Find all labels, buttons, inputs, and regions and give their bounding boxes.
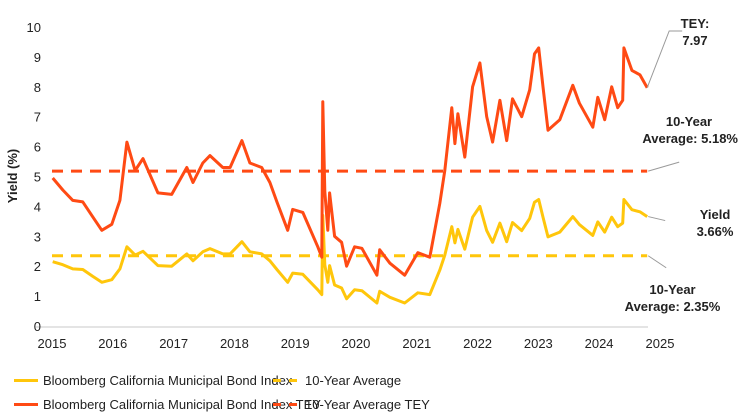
legend-label-average-tey: 10-Year Average TEY bbox=[305, 396, 430, 412]
annotation-tey-average-label: 10-Year bbox=[665, 114, 713, 129]
y-tick-label: 10 bbox=[27, 20, 41, 35]
annotation-tey: TEY: 7.97 bbox=[670, 15, 720, 49]
x-tick-label: 2024 bbox=[585, 336, 614, 351]
legend-swatch-average-tey bbox=[273, 402, 297, 406]
annotation-tey-label: TEY: bbox=[680, 16, 710, 31]
annotation-tey-average: 10-Year Average: 5.18% bbox=[620, 113, 738, 147]
y-tick-label: 6 bbox=[34, 140, 41, 155]
leader-line-tey bbox=[646, 30, 683, 88]
series-index-tey-line bbox=[51, 46, 649, 277]
series-index-line bbox=[52, 198, 649, 305]
y-tick-label: 9 bbox=[34, 50, 41, 65]
y-tick-label: 5 bbox=[34, 170, 41, 185]
y-tick-label: 7 bbox=[34, 110, 41, 125]
x-tick-label: 2021 bbox=[402, 336, 431, 351]
annotation-yield: Yield 3.66% bbox=[685, 206, 740, 240]
x-tick-label: 2019 bbox=[281, 336, 310, 351]
annotation-yield-average-value: Average: 2.35% bbox=[624, 299, 721, 314]
legend-label-average: 10-Year Average bbox=[305, 372, 402, 388]
y-tick-label: 1 bbox=[34, 289, 41, 304]
annotation-tey-average-value: Average: 5.18% bbox=[642, 131, 738, 146]
legend-item-index: Bloomberg California Municipal Bond Inde… bbox=[14, 372, 292, 388]
x-tick-label: 2016 bbox=[98, 336, 127, 351]
x-tick-label: 2025 bbox=[646, 336, 675, 351]
annotation-yield-average-label: 10-Year bbox=[649, 282, 696, 297]
x-tick-label: 2023 bbox=[524, 336, 553, 351]
y-tick-label: 2 bbox=[34, 259, 41, 274]
leader-line-yield-average bbox=[647, 255, 667, 269]
legend-swatch-index bbox=[14, 378, 38, 382]
legend-label-index: Bloomberg California Municipal Bond Inde… bbox=[43, 372, 293, 388]
x-tick-label: 2017 bbox=[159, 336, 188, 351]
legend-swatch-average bbox=[273, 378, 297, 382]
x-tick-label: 2018 bbox=[220, 336, 249, 351]
legend-item-index-tey: Bloomberg California Municipal Bond Inde… bbox=[14, 396, 321, 412]
y-axis-title: Yield (%) bbox=[5, 149, 20, 203]
y-tick-label: 3 bbox=[34, 229, 41, 244]
legend-item-average: 10-Year Average bbox=[273, 372, 401, 388]
legend-item-average-tey: 10-Year Average TEY bbox=[273, 396, 430, 412]
annotation-yield-average: 10-Year Average: 2.35% bbox=[610, 281, 735, 315]
x-tick-label: 2015 bbox=[38, 336, 67, 351]
y-tick-label: 0 bbox=[34, 319, 41, 334]
y-tick-label: 8 bbox=[34, 80, 41, 95]
annotation-tey-value: 7.97 bbox=[682, 33, 708, 48]
leader-line-tey-average bbox=[648, 161, 680, 172]
annotation-yield-label: Yield bbox=[699, 207, 731, 222]
y-tick-label: 4 bbox=[34, 199, 41, 214]
legend-swatch-index-tey bbox=[14, 402, 38, 406]
legend-label-index-tey: Bloomberg California Municipal Bond Inde… bbox=[43, 396, 321, 412]
x-tick-label: 2022 bbox=[463, 336, 492, 351]
x-tick-label: 2020 bbox=[341, 336, 370, 351]
annotation-yield-value: 3.66% bbox=[696, 224, 734, 239]
leader-line-yield bbox=[648, 216, 666, 222]
